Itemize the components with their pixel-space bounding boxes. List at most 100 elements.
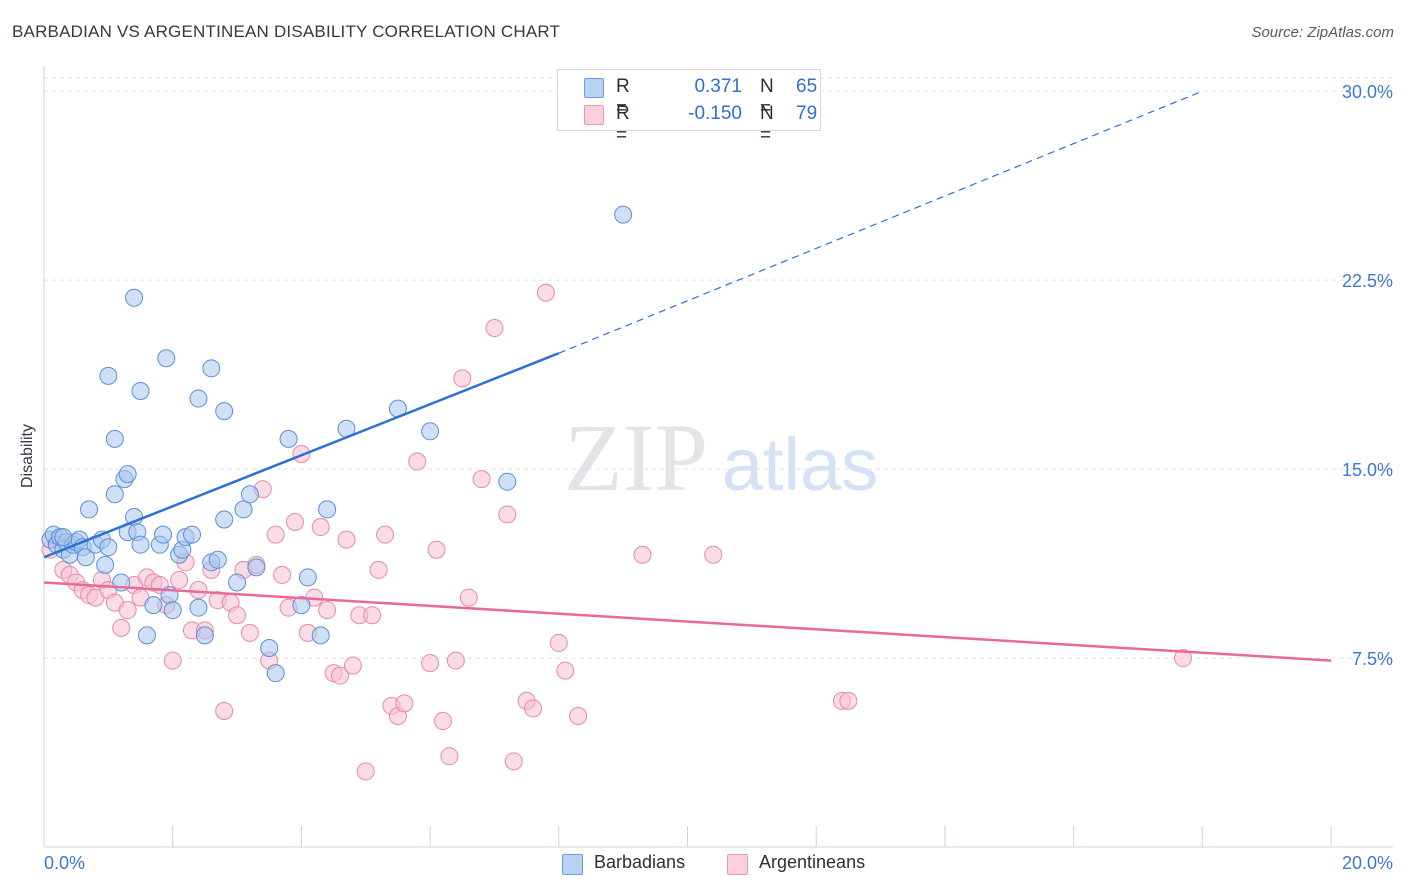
argentinean-point — [472, 470, 491, 489]
legend-n-label: N = — [760, 103, 774, 146]
barbadian-point — [279, 429, 298, 448]
barbadian-point — [189, 389, 208, 408]
barbadian-point — [154, 525, 173, 544]
y-tick-label: 30.0% — [1342, 82, 1393, 102]
argentineans-trend-line — [43, 581, 1332, 662]
barbadian-point — [234, 500, 253, 519]
legend-r-value: 0.371 — [694, 76, 742, 97]
argentinean-point — [318, 601, 337, 620]
y-tick-label: 22.5% — [1342, 271, 1393, 291]
barbadian-point — [157, 349, 176, 368]
trend-lines — [43, 90, 1332, 662]
barbadians-trend-extension — [558, 90, 1203, 354]
bottom-legend-swatch-blue — [562, 854, 583, 875]
barbadians-trend-line — [43, 352, 560, 559]
argentinean-point — [285, 513, 304, 532]
argentinean-point — [170, 570, 189, 589]
argentinean-point — [1173, 649, 1192, 668]
tick-labels: 7.5% 15.0% 22.5% 30.0% 0.0% 20.0% — [44, 82, 1393, 873]
barbadian-point — [105, 429, 124, 448]
argentinean-point — [440, 747, 459, 766]
legend-n-value: 79 — [796, 103, 818, 124]
barbadian-point — [266, 664, 285, 683]
barbadian-point — [292, 596, 311, 615]
argentinean-point — [446, 651, 465, 670]
barbadian-point — [125, 288, 144, 307]
bottom-legend-barbadians: Barbadians — [562, 852, 702, 876]
argentinean-point — [408, 452, 427, 471]
y-tick-label: 7.5% — [1352, 649, 1393, 669]
argentinean-point — [556, 661, 575, 680]
source-label: Source: ZipAtlas.com — [1251, 24, 1394, 41]
axes — [43, 66, 1393, 848]
barbadian-point — [131, 381, 150, 400]
watermark: ZIP atlas — [564, 404, 878, 511]
barbadian-point — [202, 359, 221, 378]
barbadian-point — [96, 555, 115, 574]
argentinean-point — [189, 581, 208, 600]
barbadian-point — [240, 485, 259, 504]
argentineans-points — [41, 283, 1192, 781]
argentinean-point — [240, 623, 259, 642]
correlation-legend: R = 0.371 N = 65 R = -0.150 N = 79 — [557, 69, 821, 146]
barbadian-point — [105, 485, 124, 504]
argentinean-point — [266, 525, 285, 544]
legend-swatch-pink — [584, 105, 604, 125]
watermark-zip: ZIP — [564, 404, 708, 511]
bottom-legend-label: Barbadians — [594, 852, 686, 872]
barbadian-point — [80, 500, 99, 519]
x-tick-label-min: 0.0% — [44, 853, 85, 873]
barbadian-point — [421, 422, 440, 441]
barbadian-point — [99, 366, 118, 385]
barbadian-point — [183, 525, 202, 544]
barbadian-point — [144, 596, 163, 615]
argentinean-point — [311, 518, 330, 537]
y-tick-label: 15.0% — [1342, 460, 1393, 480]
argentinean-point — [376, 525, 395, 544]
barbadian-point — [208, 550, 227, 569]
barbadian-point — [131, 535, 150, 554]
x-tick-label-max: 20.0% — [1342, 853, 1393, 873]
argentinean-point — [228, 606, 247, 625]
argentinean-point — [549, 633, 568, 652]
argentinean-point — [498, 505, 517, 524]
legend-r-label: R = — [616, 103, 630, 146]
argentinean-point — [633, 545, 652, 564]
bottom-legend-swatch-pink — [727, 854, 748, 875]
barbadian-point — [215, 510, 234, 529]
barbadians-points — [41, 205, 633, 683]
watermark-atlas: atlas — [722, 423, 878, 506]
argentinean-point — [369, 560, 388, 579]
argentinean-point — [569, 706, 588, 725]
barbadian-point — [195, 626, 214, 645]
barbadian-point — [498, 472, 517, 491]
chart-title: BARBADIAN VS ARGENTINEAN DISABILITY CORR… — [12, 22, 561, 41]
legend-r-value: -0.150 — [688, 103, 742, 124]
barbadian-point — [137, 626, 156, 645]
barbadian-point — [189, 598, 208, 617]
argentinean-point — [433, 712, 452, 731]
bottom-legend-argentineans: Argentineans — [727, 852, 887, 876]
argentinean-point — [118, 601, 137, 620]
barbadian-point — [76, 548, 95, 567]
barbadian-point — [260, 638, 279, 657]
argentinean-point — [421, 654, 440, 673]
argentinean-point — [459, 588, 478, 607]
legend-swatch-blue — [584, 78, 604, 98]
barbadian-point — [215, 402, 234, 421]
barbadian-point — [228, 573, 247, 592]
bottom-legend-label: Argentineans — [759, 852, 866, 872]
legend-n-label: N = — [760, 76, 774, 119]
argentinean-point — [427, 540, 446, 559]
argentinean-point — [504, 752, 523, 771]
argentinean-point — [112, 618, 131, 637]
barbadian-point — [247, 558, 266, 577]
argentinean-point — [704, 545, 723, 564]
barbadian-point — [99, 538, 118, 557]
argentinean-point — [839, 691, 858, 710]
legend-n-value: 65 — [796, 76, 818, 97]
argentinean-point — [331, 666, 350, 685]
argentinean-point — [356, 762, 375, 781]
argentinean-point — [273, 565, 292, 584]
barbadian-point — [311, 626, 330, 645]
